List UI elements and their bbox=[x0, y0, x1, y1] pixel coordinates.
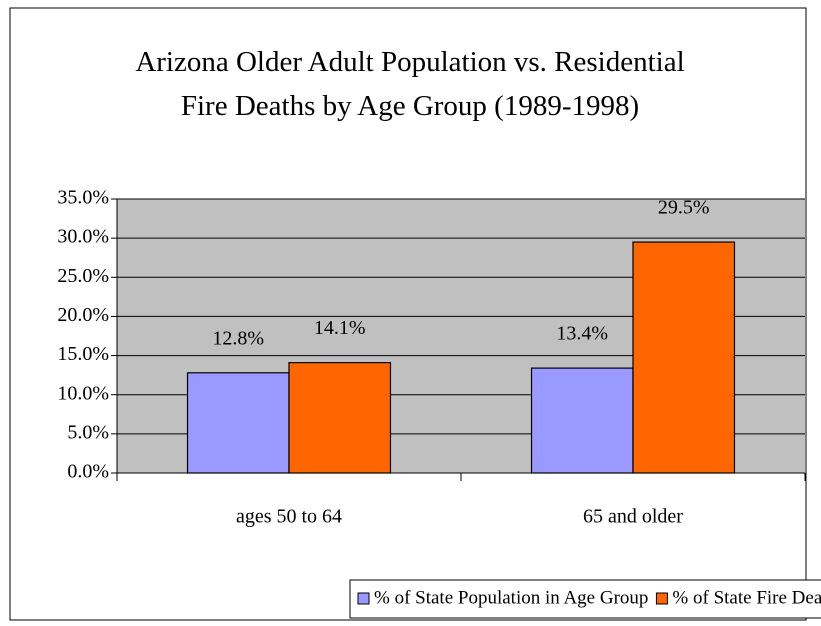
y-tick-label: 5.0% bbox=[67, 421, 109, 443]
y-tick-label: 0.0% bbox=[67, 461, 109, 483]
value-label: 12.8% bbox=[212, 327, 264, 349]
legend-swatch bbox=[655, 592, 668, 605]
x-tick-label: 65 and older bbox=[583, 506, 683, 528]
bar bbox=[186, 372, 290, 474]
legend-box bbox=[349, 579, 821, 619]
y-tick-label: 30.0% bbox=[57, 226, 109, 248]
legend-swatch bbox=[357, 592, 370, 605]
y-tick-label: 20.0% bbox=[57, 304, 109, 326]
legend-label: % of State Fire Deaths in Age Group bbox=[672, 587, 821, 608]
legend-label: % of State Population in Age Group bbox=[374, 587, 648, 608]
chart-title: Arizona Older Adult Population vs. Resid… bbox=[135, 46, 685, 122]
bar bbox=[632, 241, 736, 474]
value-label: 13.4% bbox=[556, 323, 608, 345]
y-tick-label: 10.0% bbox=[57, 382, 109, 404]
y-tick-label: 25.0% bbox=[57, 265, 109, 287]
bar bbox=[288, 362, 392, 474]
bar bbox=[530, 367, 634, 474]
value-label: 14.1% bbox=[314, 317, 366, 339]
value-label: 29.5% bbox=[658, 197, 710, 219]
x-tick-label: ages 50 to 64 bbox=[236, 506, 342, 528]
y-tick-label: 35.0% bbox=[57, 187, 109, 209]
y-tick-label: 15.0% bbox=[57, 343, 109, 365]
